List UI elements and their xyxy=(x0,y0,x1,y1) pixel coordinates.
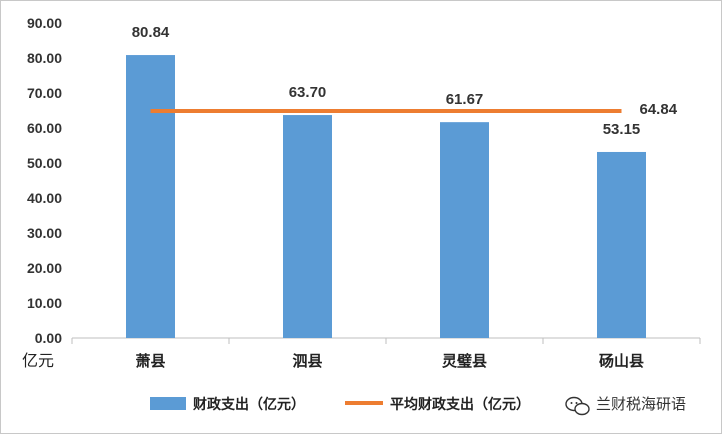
x-axis-category-labels: 萧县 泗县 灵璧县 砀山县 xyxy=(135,352,644,370)
y-tick-label: 20.00 xyxy=(27,260,62,276)
legend-label-bar: 财政支出（亿元） xyxy=(192,396,305,413)
legend-swatch-bar xyxy=(150,397,186,410)
bar xyxy=(283,115,332,338)
x-axis-tick-marks xyxy=(71,338,701,344)
legend-label-line: 平均财政支出（亿元） xyxy=(390,396,530,413)
y-tick-label: 60.00 xyxy=(27,120,62,136)
bar-data-labels: 80.84 63.70 61.67 53.15 xyxy=(132,24,641,138)
y-tick-label: 70.00 xyxy=(27,85,62,101)
y-tick-label: 90.00 xyxy=(27,15,62,31)
y-tick-label: 30.00 xyxy=(27,225,62,241)
x-category-label: 砀山县 xyxy=(599,352,644,370)
x-category-label: 泗县 xyxy=(292,352,322,370)
watermark: 兰财税海研语 xyxy=(565,395,686,416)
watermark-text: 兰财税海研语 xyxy=(596,395,686,413)
y-tick-label: 0.00 xyxy=(35,330,62,346)
bar-data-label: 63.70 xyxy=(289,84,327,101)
y-tick-label: 40.00 xyxy=(27,190,62,206)
x-category-label: 灵璧县 xyxy=(442,352,487,370)
bar xyxy=(126,55,175,339)
wechat-icon xyxy=(565,396,590,416)
average-data-label: 64.84 xyxy=(640,101,678,118)
y-axis-ticks: 0.00 10.00 20.00 30.00 40.00 50.00 60.00 70.00 8… xyxy=(27,15,62,346)
bar-data-label: 61.67 xyxy=(446,91,484,108)
y-axis-unit: 亿元 xyxy=(22,351,54,370)
y-tick-label: 50.00 xyxy=(27,155,62,171)
bar xyxy=(440,122,489,338)
y-tick-label: 80.00 xyxy=(27,50,62,66)
bar-data-label: 80.84 xyxy=(132,24,170,41)
legend: 财政支出（亿元） 平均财政支出（亿元） xyxy=(150,396,530,413)
bar-series xyxy=(126,55,646,339)
bar xyxy=(597,151,646,338)
y-tick-label: 10.00 xyxy=(27,295,62,311)
x-category-label: 萧县 xyxy=(135,352,165,370)
bar-data-label: 53.15 xyxy=(603,121,641,138)
